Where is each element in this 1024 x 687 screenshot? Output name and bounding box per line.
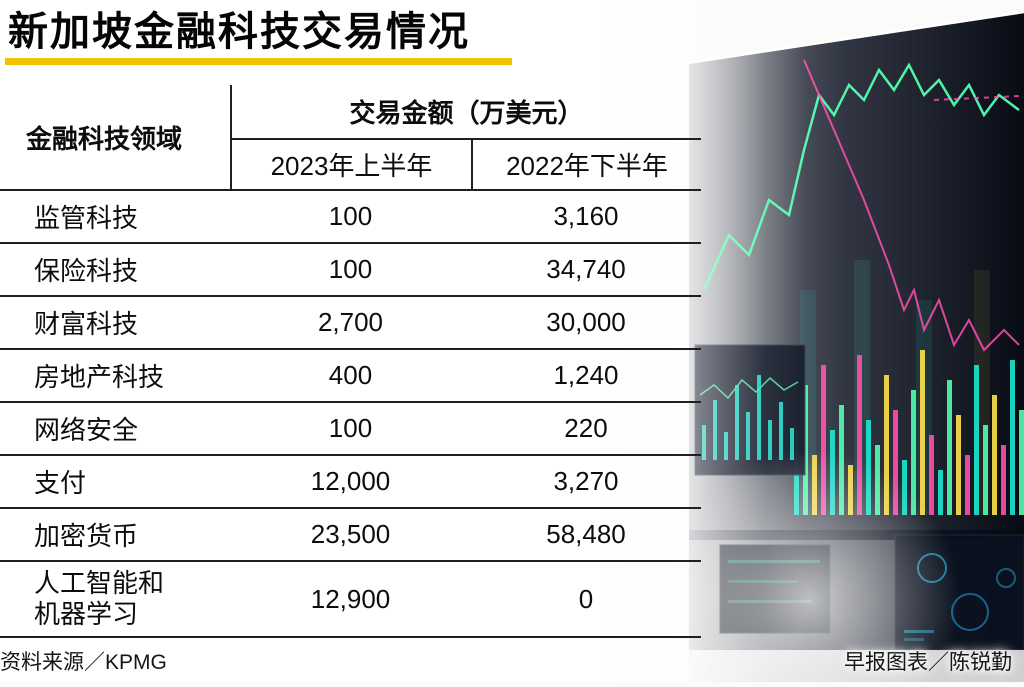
value-2023-h1: 12,000 xyxy=(310,466,391,496)
value-2023-h1: 100 xyxy=(328,413,373,443)
table-row: 网络安全 100 220 xyxy=(0,403,701,456)
column-header-2023-h1: 2023年上半年 xyxy=(270,151,433,181)
value-2022-h2: 30,000 xyxy=(546,307,626,337)
value-2023-h1: 23,500 xyxy=(310,519,391,549)
source-credit: 资料来源／KPMG xyxy=(0,651,167,674)
value-2023-h1: 400 xyxy=(328,360,373,390)
row-label: 加密货币 xyxy=(34,521,139,551)
table-row: 人工智能和机器学习 12,900 0 xyxy=(0,562,701,638)
row-label: 人工智能和机器学习 xyxy=(34,568,165,629)
table-row: 保险科技 100 34,740 xyxy=(0,244,701,297)
value-2022-h2: 1,240 xyxy=(553,360,619,390)
value-2022-h2: 220 xyxy=(564,413,608,443)
period-subheaders: 2023年上半年 2022年下半年 xyxy=(232,140,701,189)
infographic-title-block: 新加坡金融科技交易情况 xyxy=(5,10,512,65)
row-label: 支付 xyxy=(34,468,87,498)
amount-header-area: 交易金额（万美元） 2023年上半年 2022年下半年 xyxy=(230,85,701,189)
value-2023-h1: 100 xyxy=(328,254,373,284)
row-label: 网络安全 xyxy=(34,415,139,445)
row-label: 房地产科技 xyxy=(34,362,165,392)
value-2022-h2: 3,270 xyxy=(553,466,619,496)
table-header: 金融科技领域 交易金额（万美元） 2023年上半年 2022年下半年 xyxy=(0,85,701,191)
row-label: 财富科技 xyxy=(34,309,139,339)
value-2022-h2: 34,740 xyxy=(546,254,626,284)
page-title: 新加坡金融科技交易情况 xyxy=(8,10,470,54)
column-header-amount: 交易金额（万美元） xyxy=(232,85,701,140)
value-2022-h2: 0 xyxy=(578,583,594,614)
value-2023-h1: 12,900 xyxy=(310,583,391,614)
column-header-sector: 金融科技领域 xyxy=(26,123,183,154)
title-accent-bar xyxy=(5,58,512,65)
value-2022-h2: 3,160 xyxy=(553,201,619,231)
fintech-deals-table: 金融科技领域 交易金额（万美元） 2023年上半年 2022年下半年 监管科技 … xyxy=(0,85,701,638)
table-row: 加密货币 23,500 58,480 xyxy=(0,509,701,562)
chart-credit: 早报图表／陈锐勤 xyxy=(844,651,1012,674)
value-2023-h1: 2,700 xyxy=(317,307,384,337)
row-label: 保险科技 xyxy=(34,256,139,286)
row-label: 监管科技 xyxy=(34,203,139,233)
table-row: 房地产科技 400 1,240 xyxy=(0,350,701,403)
value-2022-h2: 58,480 xyxy=(546,519,626,549)
table-row: 支付 12,000 3,270 xyxy=(0,456,701,509)
table-row: 监管科技 100 3,160 xyxy=(0,191,701,244)
footer: 资料来源／KPMG 早报图表／陈锐勤 xyxy=(0,646,1012,676)
column-header-2022-h2: 2022年下半年 xyxy=(471,140,701,189)
table-row: 财富科技 2,700 30,000 xyxy=(0,297,701,350)
value-2023-h1: 100 xyxy=(328,201,373,231)
